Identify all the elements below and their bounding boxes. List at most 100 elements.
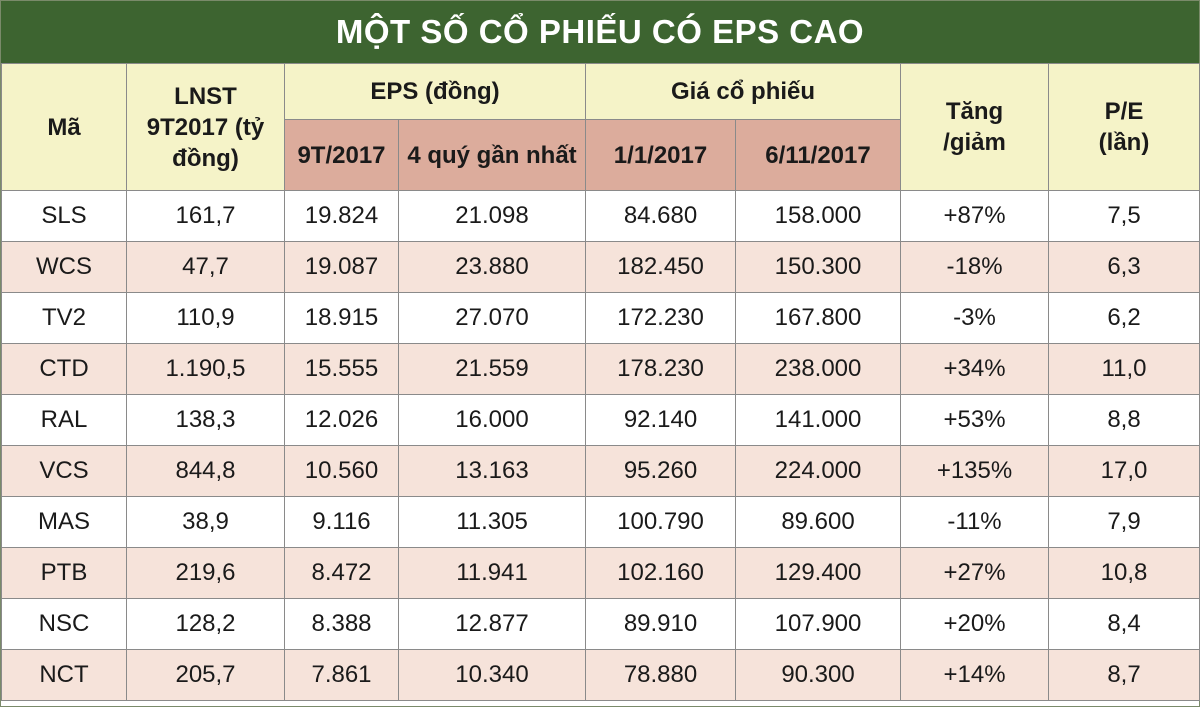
cell-lnst: 38,9 — [126, 496, 285, 548]
cell-gia-1-1: 102.160 — [585, 547, 737, 599]
cell-eps-4q: 21.559 — [397, 343, 587, 395]
cell-tang-giam: +14% — [900, 649, 1050, 701]
cell-pe: 8,7 — [1048, 649, 1200, 701]
cell-eps-9t: 8.388 — [284, 598, 399, 650]
cell-eps-4q: 23.880 — [397, 241, 587, 293]
cell-lnst: 161,7 — [126, 190, 285, 242]
cell-gia-1-1: 89.910 — [585, 598, 737, 650]
cell-pe: 8,8 — [1048, 394, 1200, 446]
header-tang-giam-label: Tăng /giảm — [943, 98, 1006, 156]
cell-tang-giam: -11% — [900, 496, 1050, 548]
cell-gia-6-11: 129.400 — [735, 547, 902, 599]
cell-lnst: 844,8 — [126, 445, 285, 497]
table-row: MAS 38,9 9.116 11.305 100.790 89.600 -11% 7,9 — [1, 496, 1200, 548]
header-pe: P/E (lần) — [1048, 63, 1200, 191]
cell-gia-1-1: 78.880 — [585, 649, 737, 701]
cell-lnst: 205,7 — [126, 649, 285, 701]
cell-ma: NSC — [1, 598, 127, 650]
cell-pe: 7,9 — [1048, 496, 1200, 548]
cell-gia-1-1: 100.790 — [585, 496, 737, 548]
cell-eps-4q: 27.070 — [397, 292, 587, 344]
cell-eps-9t: 9.116 — [284, 496, 399, 548]
cell-eps-4q: 16.000 — [397, 394, 587, 446]
cell-gia-6-11: 107.900 — [735, 598, 902, 650]
table-row: CTD 1.190,5 15.555 21.559 178.230 238.000 +34%… — [1, 343, 1200, 395]
cell-pe: 17,0 — [1048, 445, 1200, 497]
cell-ma: RAL — [1, 394, 127, 446]
cell-tang-giam: +27% — [900, 547, 1050, 599]
table-row: NCT 205,7 7.861 10.340 78.880 90.300 +14% 8,7 — [1, 649, 1200, 701]
cell-pe: 8,4 — [1048, 598, 1200, 650]
cell-gia-6-11: 90.300 — [735, 649, 902, 701]
table-row: WCS 47,7 19.087 23.880 182.450 150.300 -18% 6,3 — [1, 241, 1200, 293]
cell-ma: CTD — [1, 343, 127, 395]
cell-pe: 7,5 — [1048, 190, 1200, 242]
cell-pe: 6,3 — [1048, 241, 1200, 293]
cell-pe: 6,2 — [1048, 292, 1200, 344]
header-pe-label: P/E (lần) — [1098, 98, 1150, 156]
cell-gia-1-1: 178.230 — [585, 343, 737, 395]
cell-ma: WCS — [1, 241, 127, 293]
table-body: SLS 161,7 19.824 21.098 84.680 158.000 +87% 7,5… — [1, 190, 1200, 701]
cell-eps-9t: 19.087 — [284, 241, 399, 293]
cell-ma: NCT — [1, 649, 127, 701]
eps-table: Mã LNST 9T2017 (tỷ đồng) EPS (đồng) Giá … — [1, 63, 1200, 701]
cell-gia-1-1: 92.140 — [585, 394, 737, 446]
cell-gia-6-11: 224.000 — [735, 445, 902, 497]
cell-gia-1-1: 182.450 — [585, 241, 737, 293]
cell-eps-4q: 12.877 — [397, 598, 587, 650]
table-row: TV2 110,9 18.915 27.070 172.230 167.800 -3% 6,2 — [1, 292, 1200, 344]
cell-eps-9t: 15.555 — [284, 343, 399, 395]
cell-eps-9t: 19.824 — [284, 190, 399, 242]
table-row: SLS 161,7 19.824 21.098 84.680 158.000 +87% 7,5 — [1, 190, 1200, 242]
cell-tang-giam: -3% — [900, 292, 1050, 344]
cell-gia-6-11: 141.000 — [735, 394, 902, 446]
cell-eps-9t: 8.472 — [284, 547, 399, 599]
cell-eps-4q: 10.340 — [397, 649, 587, 701]
cell-eps-9t: 7.861 — [284, 649, 399, 701]
cell-gia-6-11: 150.300 — [735, 241, 902, 293]
table-row: VCS 844,8 10.560 13.163 95.260 224.000 +135% 17… — [1, 445, 1200, 497]
header-lnst-label: LNST 9T2017 (tỷ đồng) — [146, 82, 265, 172]
cell-gia-6-11: 158.000 — [735, 190, 902, 242]
cell-lnst: 47,7 — [126, 241, 285, 293]
cell-lnst: 219,6 — [126, 547, 285, 599]
cell-tang-giam: +34% — [900, 343, 1050, 395]
cell-tang-giam: -18% — [900, 241, 1050, 293]
cell-eps-4q: 13.163 — [397, 445, 587, 497]
table-row: PTB 219,6 8.472 11.941 102.160 129.400 +27% 10,… — [1, 547, 1200, 599]
cell-gia-1-1: 172.230 — [585, 292, 737, 344]
cell-tang-giam: +87% — [900, 190, 1050, 242]
header-gia-6-11: 6/11/2017 — [735, 119, 902, 191]
cell-ma: SLS — [1, 190, 127, 242]
cell-eps-9t: 18.915 — [284, 292, 399, 344]
cell-lnst: 110,9 — [126, 292, 285, 344]
header-eps: EPS (đồng) — [283, 63, 587, 120]
header-eps-4q: 4 quý gần nhất — [397, 119, 587, 191]
cell-gia-6-11: 89.600 — [735, 496, 902, 548]
cell-eps-4q: 11.941 — [397, 547, 587, 599]
header-gia: Giá cổ phiếu — [585, 63, 902, 120]
cell-ma: MAS — [1, 496, 127, 548]
cell-tang-giam: +20% — [900, 598, 1050, 650]
header-gia-1-1: 1/1/2017 — [585, 119, 737, 191]
table-title: MỘT SỐ CỔ PHIẾU CÓ EPS CAO — [1, 1, 1199, 63]
cell-pe: 11,0 — [1048, 343, 1200, 395]
cell-lnst: 138,3 — [126, 394, 285, 446]
cell-lnst: 128,2 — [126, 598, 285, 650]
cell-tang-giam: +135% — [900, 445, 1050, 497]
cell-eps-4q: 21.098 — [397, 190, 587, 242]
cell-ma: PTB — [1, 547, 127, 599]
cell-pe: 10,8 — [1048, 547, 1200, 599]
cell-tang-giam: +53% — [900, 394, 1050, 446]
cell-gia-1-1: 84.680 — [585, 190, 737, 242]
cell-eps-4q: 11.305 — [397, 496, 587, 548]
cell-gia-6-11: 167.800 — [735, 292, 902, 344]
cell-ma: TV2 — [1, 292, 127, 344]
header-lnst: LNST 9T2017 (tỷ đồng) — [126, 63, 285, 191]
cell-gia-1-1: 95.260 — [585, 445, 737, 497]
cell-lnst: 1.190,5 — [126, 343, 285, 395]
table-row: RAL 138,3 12.026 16.000 92.140 141.000 +53% 8,8 — [1, 394, 1200, 446]
cell-gia-6-11: 238.000 — [735, 343, 902, 395]
